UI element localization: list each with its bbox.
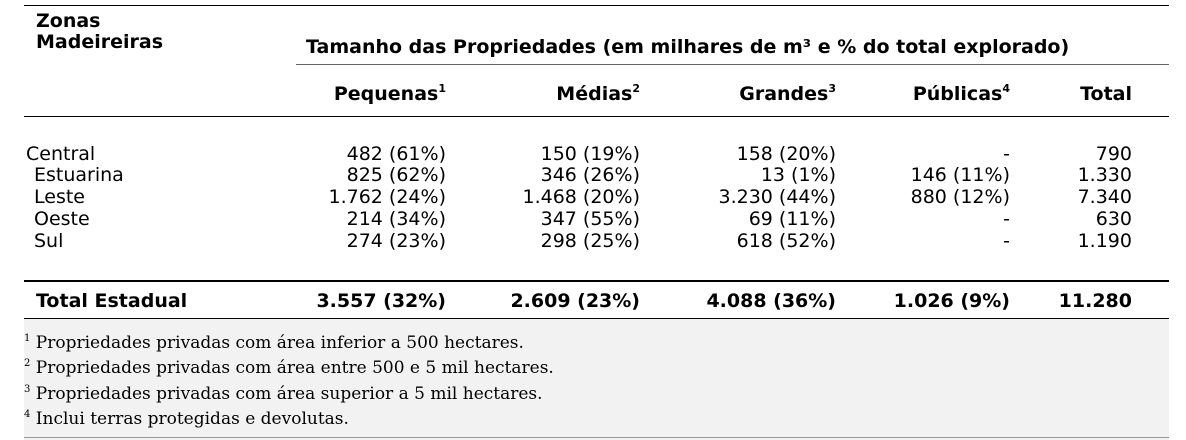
col-header-publicas: Públicas4 [912, 82, 1010, 105]
cell-publicas: 880 (12%) [910, 186, 1010, 208]
total-pequenas: 3.557 (32%) [316, 290, 446, 312]
cell-medias: 347 (55%) [540, 208, 640, 230]
group-rule [296, 64, 1169, 65]
footnote: 2 Propriedades privadas com área entre 5… [24, 358, 554, 378]
total-total: 11.280 [1058, 290, 1132, 312]
cell-publicas: - [1003, 143, 1010, 165]
table-bottom-rule [24, 437, 1169, 438]
cell-pequenas: 825 (62%) [346, 164, 446, 186]
col-header-medias: Médias2 [556, 82, 640, 105]
zone-name: Estuarina [34, 164, 124, 186]
zone-name: Leste [34, 186, 85, 208]
total-grandes: 4.088 (36%) [706, 290, 836, 312]
cell-medias: 1.468 (20%) [522, 186, 641, 208]
zone-name: Oeste [34, 208, 90, 230]
cell-publicas: 146 (11%) [910, 164, 1010, 186]
cell-publicas: - [1003, 230, 1010, 252]
cell-medias: 150 (19%) [540, 143, 640, 165]
total-label: Total Estadual [36, 290, 188, 312]
footnote: 4 Inclui terras protegidas e devolutas. [24, 409, 349, 429]
total-bottom-rule [24, 318, 1169, 319]
footnote: 3 Propriedades privadas com área superio… [24, 384, 543, 404]
cell-total: 630 [1095, 208, 1132, 230]
total-top-rule [24, 280, 1169, 282]
table-top-rule [24, 5, 1169, 6]
total-medias: 2.609 (23%) [510, 290, 640, 312]
zone-header-line2: Madeireiras [36, 31, 163, 53]
footnote: 1 Propriedades privadas com área inferio… [24, 333, 524, 353]
zone-header-line1: Zonas [36, 10, 101, 32]
cell-pequenas: 1.762 (24%) [328, 186, 447, 208]
cell-medias: 298 (25%) [540, 230, 640, 252]
col-header-pequenas: Pequenas1 [333, 82, 446, 105]
cell-grandes: 13 (1%) [760, 164, 836, 186]
col-header-grandes: Grandes3 [739, 82, 836, 105]
cell-publicas: - [1003, 208, 1010, 230]
zone-name: Central [26, 143, 96, 165]
cell-grandes: 3.230 (44%) [718, 186, 837, 208]
cell-grandes: 618 (52%) [736, 230, 836, 252]
cell-total: 1.330 [1077, 164, 1132, 186]
total-publicas: 1.026 (9%) [893, 290, 1010, 312]
cell-pequenas: 482 (61%) [346, 143, 446, 165]
cell-grandes: 69 (11%) [748, 208, 836, 230]
footnotes-panel [24, 318, 1169, 440]
header-rule [24, 116, 1169, 117]
cell-total: 7.340 [1077, 186, 1132, 208]
cell-pequenas: 274 (23%) [346, 230, 446, 252]
cell-pequenas: 214 (34%) [346, 208, 446, 230]
cell-total: 790 [1095, 143, 1132, 165]
cell-total: 1.190 [1077, 230, 1132, 252]
cell-medias: 346 (26%) [540, 164, 640, 186]
cell-grandes: 158 (20%) [736, 143, 836, 165]
zone-name: Sul [34, 230, 64, 252]
col-header-total: Total [1080, 83, 1132, 105]
group-title: Tamanho das Propriedades (em milhares de… [306, 36, 1070, 58]
